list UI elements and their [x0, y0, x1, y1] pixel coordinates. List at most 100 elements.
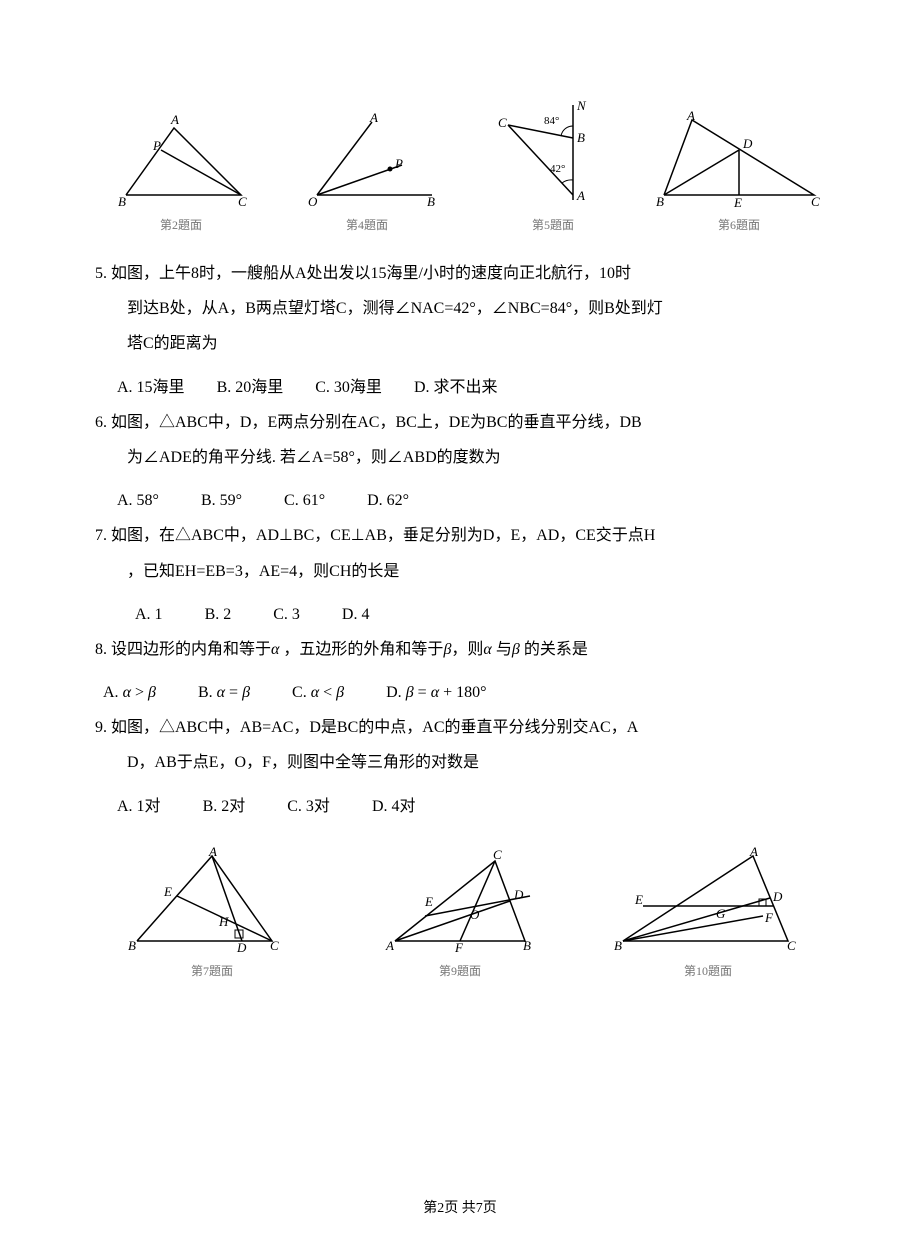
fig-label: D: [513, 887, 524, 902]
figure-q3-svg: A P B C: [106, 110, 256, 210]
top-figure-row: A P B C A P O B N C B A 8: [95, 100, 825, 210]
option-a: A. 1: [135, 597, 163, 632]
option-d: D. 62°: [367, 483, 409, 518]
figure-q7: A B C D E H: [95, 846, 329, 956]
option-b: B. α = β: [198, 675, 250, 710]
option-b: B. 2: [205, 597, 232, 632]
fig-label: C: [493, 847, 502, 862]
top-caption-row: 第2題面 第4題面 第5題面 第6題面: [95, 216, 825, 234]
q8-text: 与: [496, 641, 512, 658]
figure-q5: N C B A 84° 42°: [467, 100, 639, 210]
question-7: 7. 如图，在△ABC中，AD⊥BC，CE⊥AB，垂足分别为D，E，AD，CE交…: [95, 518, 825, 588]
fig-label: F: [454, 940, 464, 955]
option-c: C. 30海里: [315, 370, 382, 405]
fig-label: D: [772, 889, 783, 904]
option-d: D. 求不出来: [414, 370, 498, 405]
fig-label: D: [742, 136, 753, 151]
figure-q3: A P B C: [95, 110, 267, 210]
question-5-options: A. 15海里 B. 20海里 C. 30海里 D. 求不出来: [95, 370, 825, 405]
question-text: 9. 如图，△ABC中，AB=AC，D是BC的中点，AC的垂直平分线分别交AC，…: [95, 710, 825, 745]
q8-text: 的关系是: [524, 641, 588, 658]
option-d: D. β = α + 180°: [386, 675, 486, 710]
question-8: 8. 设四边形的内角和等于α ，五边形的外角和等于β，则α 与β 的关系是: [95, 632, 825, 667]
figure-q4: A P O B: [281, 110, 453, 210]
fig-label: E: [733, 195, 742, 210]
figure-caption: 第4題面: [281, 216, 453, 234]
figure-caption: 第10題面: [591, 962, 825, 980]
option-b: B. 2对: [203, 789, 246, 824]
fig-label: C: [787, 938, 796, 953]
page-footer: 第2页 共7页: [0, 1198, 920, 1219]
fig-label: B: [656, 194, 664, 209]
bottom-caption-row: 第7題面 第9題面 第10題面: [95, 962, 825, 980]
fig-label: A: [385, 938, 394, 953]
question-text: D，AB于点E，O，F，则图中全等三角形的对数是: [95, 745, 825, 780]
fig-label: C: [811, 194, 820, 209]
figure-q6-svg: A B C D E: [654, 110, 824, 210]
q8-text: ，五边形的外角和等于: [283, 641, 443, 658]
question-9: 9. 如图，△ABC中，AB=AC，D是BC的中点，AC的垂直平分线分别交AC，…: [95, 710, 825, 780]
q8-text: ，则: [451, 641, 483, 658]
fig-label: F: [764, 910, 774, 925]
question-9-options: A. 1对 B. 2对 C. 3对 D. 4对: [95, 789, 825, 824]
figure-caption: 第7題面: [95, 962, 329, 980]
fig-label: E: [163, 884, 172, 899]
fig-label: A: [170, 112, 179, 127]
figure-q10: A B C E D F G: [591, 846, 825, 956]
fig-label: O: [308, 194, 318, 209]
fig-label: B: [614, 938, 622, 953]
fig-label: B: [118, 194, 126, 209]
option-b: B. 59°: [201, 483, 242, 518]
fig-angle: 42°: [550, 163, 565, 175]
option-c: C. α < β: [292, 675, 344, 710]
question-5: 5. 如图，上午8时，一艘船从A处出发以15海里/小时的速度向正北航行，10时 …: [95, 256, 825, 362]
fig-angle: 84°: [544, 115, 559, 127]
question-6: 6. 如图，△ABC中，D，E两点分别在AC，BC上，DE为BC的垂直平分线，D…: [95, 405, 825, 475]
question-text: 8. 设四边形的内角和等于α ，五边形的外角和等于β，则α 与β 的关系是: [95, 632, 825, 667]
fig-label: E: [424, 894, 433, 909]
option-d: D. 4对: [372, 789, 416, 824]
option-a: A. 58°: [117, 483, 159, 518]
fig-label: A: [576, 188, 585, 203]
option-a: A. 15海里: [117, 370, 185, 405]
fig-label: P: [394, 156, 403, 171]
question-text: 6. 如图，△ABC中，D，E两点分别在AC，BC上，DE为BC的垂直平分线，D…: [95, 405, 825, 440]
fig-label: A: [369, 110, 378, 125]
option-c: C. 61°: [284, 483, 325, 518]
option-b: B. 20海里: [217, 370, 284, 405]
figure-q5-svg: N C B A 84° 42°: [478, 100, 628, 210]
fig-label: C: [270, 938, 279, 953]
option-a: A. α > β: [103, 675, 156, 710]
alpha-symbol: α: [271, 641, 279, 658]
q8-text: 8. 设四边形的内角和等于: [95, 641, 271, 658]
question-6-options: A. 58° B. 59° C. 61° D. 62°: [95, 483, 825, 518]
figure-caption: 第2題面: [95, 216, 267, 234]
figure-caption: 第6題面: [653, 216, 825, 234]
fig-label: D: [236, 940, 247, 955]
question-7-options: A. 1 B. 2 C. 3 D. 4: [95, 597, 825, 632]
fig-label: B: [523, 938, 531, 953]
bottom-figure-row: A B C D E H C A B F D E O: [95, 846, 825, 956]
figure-q4-svg: A P O B: [292, 110, 442, 210]
fig-label: A: [749, 846, 758, 859]
figure-q6: A B C D E: [653, 110, 825, 210]
fig-label: P: [152, 138, 161, 153]
fig-label: G: [716, 906, 726, 921]
fig-label: B: [427, 194, 435, 209]
question-text: 塔C的距离为: [95, 326, 825, 361]
question-text: 为∠ADE的角平分线. 若∠A=58°，则∠ABD的度数为: [95, 440, 825, 475]
fig-label: A: [686, 110, 695, 123]
option-a: A. 1对: [117, 789, 161, 824]
figure-caption: 第5題面: [467, 216, 639, 234]
figure-q9-svg: C A B F D E O: [370, 846, 550, 956]
question-8-options: A. α > β B. α = β C. α < β D. β = α + 18…: [95, 675, 825, 710]
question-text: ，已知EH=EB=3，AE=4，则CH的长是: [95, 554, 825, 589]
question-text: 5. 如图，上午8时，一艘船从A处出发以15海里/小时的速度向正北航行，10时: [95, 256, 825, 291]
option-d: D. 4: [342, 597, 370, 632]
fig-label: N: [576, 100, 587, 113]
beta-symbol: β: [512, 641, 520, 658]
fig-label: C: [238, 194, 247, 209]
option-c: C. 3对: [287, 789, 330, 824]
option-c: C. 3: [273, 597, 300, 632]
figure-q9: C A B F D E O: [343, 846, 577, 956]
